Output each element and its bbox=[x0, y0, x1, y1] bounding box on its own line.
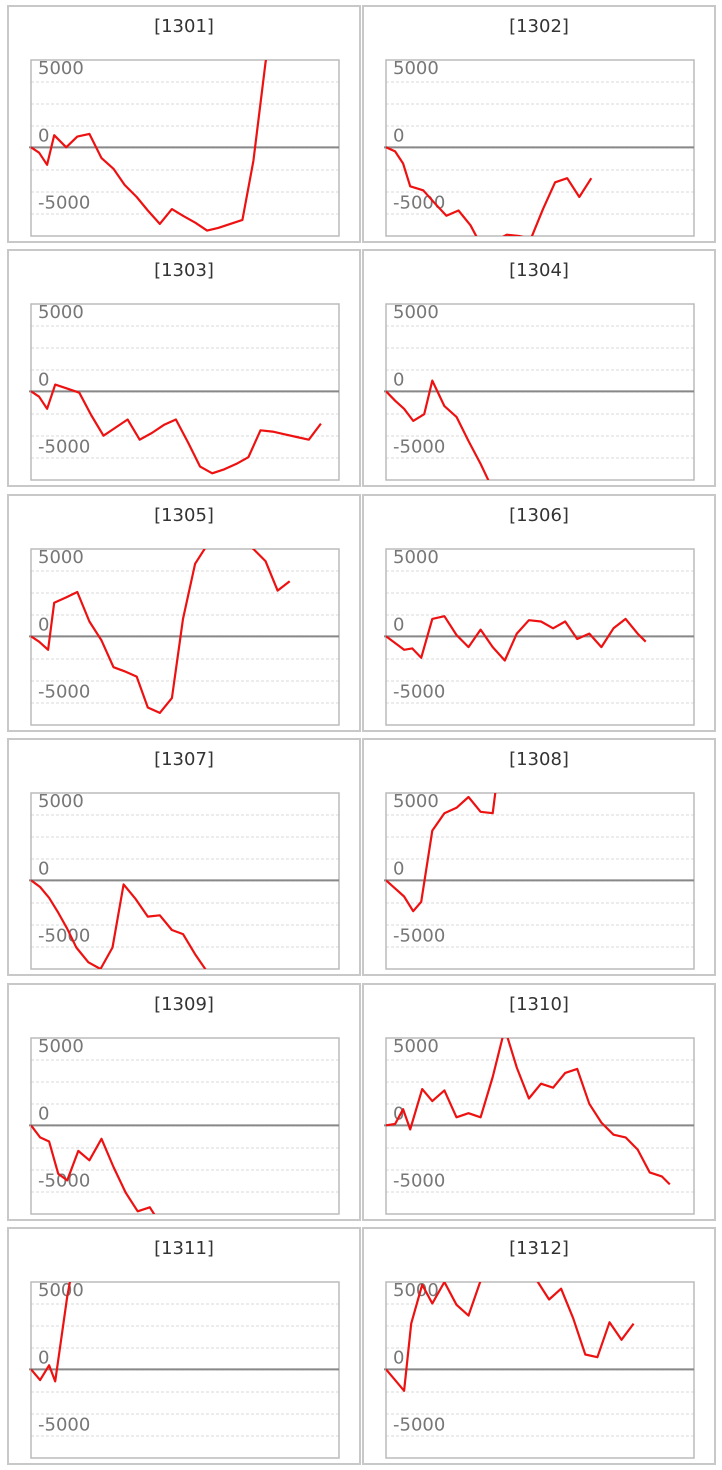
y-tick-label: 0 bbox=[393, 369, 404, 390]
chart-title: [1301] bbox=[154, 16, 214, 37]
y-tick-label: 5000 bbox=[393, 791, 439, 812]
series-line bbox=[386, 379, 490, 480]
chart-panel-1312: [1312] 5000 0 -5000 bbox=[362, 1227, 716, 1465]
y-tick-label: 0 bbox=[393, 858, 404, 879]
y-tick-label: -5000 bbox=[38, 193, 90, 214]
y-tick-label: 0 bbox=[393, 614, 404, 635]
y-tick-label: -5000 bbox=[393, 193, 445, 214]
gridlines bbox=[31, 814, 339, 948]
y-tick-label: 0 bbox=[38, 858, 49, 879]
y-tick-label: -5000 bbox=[393, 926, 445, 947]
chart-title: [1310] bbox=[509, 994, 569, 1015]
chart-panel-1302: [1302] 5000 0 -5000 bbox=[362, 5, 716, 243]
chart-title: [1306] bbox=[509, 505, 569, 526]
y-tick-label: -5000 bbox=[38, 926, 90, 947]
y-tick-label: 0 bbox=[393, 125, 404, 146]
plot-area: 5000 0 -5000 bbox=[29, 302, 340, 481]
plot-area: 5000 0 -5000 bbox=[29, 1036, 340, 1215]
series-line bbox=[31, 383, 322, 475]
y-tick-label: -5000 bbox=[38, 682, 90, 703]
chart-panel-1308: [1308] 5000 0 -5000 bbox=[362, 738, 716, 976]
y-tick-label: -5000 bbox=[393, 437, 445, 458]
plot-area: 5000 0 -5000 bbox=[384, 791, 695, 970]
chart-panel-1306: [1306] 5000 0 -5000 bbox=[362, 494, 716, 732]
series-line bbox=[386, 146, 593, 236]
plot-area: 5000 0 -5000 bbox=[384, 58, 695, 237]
chart-title: [1311] bbox=[154, 1238, 214, 1259]
series-line bbox=[386, 793, 497, 913]
chart-title: [1309] bbox=[154, 994, 214, 1015]
plot-area: 5000 0 -5000 bbox=[29, 791, 340, 970]
chart-panel-1301: [1301] 5000 0 -5000 bbox=[7, 5, 361, 243]
chart-title: [1304] bbox=[509, 260, 569, 281]
y-tick-label: -5000 bbox=[38, 1415, 90, 1436]
chart-panel-1310: [1310] 5000 0 -5000 bbox=[362, 983, 716, 1221]
y-tick-label: 0 bbox=[38, 369, 49, 390]
y-tick-label: 0 bbox=[38, 125, 49, 146]
series-line bbox=[386, 1038, 671, 1186]
chart-panel-1305: [1305] 5000 0 -5000 bbox=[7, 494, 361, 732]
chart-title: [1312] bbox=[509, 1238, 569, 1259]
plot-area: 5000 0 -5000 bbox=[384, 1280, 695, 1459]
chart-title: [1307] bbox=[154, 749, 214, 770]
y-tick-label: 0 bbox=[38, 614, 49, 635]
chart-title: [1303] bbox=[154, 260, 214, 281]
gridlines bbox=[386, 1303, 694, 1437]
y-tick-label: 0 bbox=[393, 1347, 404, 1368]
y-tick-label: 5000 bbox=[393, 1036, 439, 1057]
y-tick-label: 5000 bbox=[393, 58, 439, 79]
gridlines bbox=[386, 325, 694, 459]
gridlines bbox=[386, 570, 694, 704]
y-tick-label: 5000 bbox=[38, 1036, 84, 1057]
y-tick-label: 5000 bbox=[393, 547, 439, 568]
chart-title: [1308] bbox=[509, 749, 569, 770]
series-line bbox=[31, 549, 291, 714]
chart-panel-1309: [1309] 5000 0 -5000 bbox=[7, 983, 361, 1221]
plot-area: 5000 0 -5000 bbox=[384, 547, 695, 726]
y-tick-label: 5000 bbox=[38, 1280, 84, 1301]
plot-area: 5000 0 -5000 bbox=[384, 1036, 695, 1215]
chart-panel-1303: [1303] 5000 0 -5000 bbox=[7, 249, 361, 487]
series-line bbox=[31, 879, 207, 969]
y-tick-label: -5000 bbox=[393, 682, 445, 703]
y-tick-label: -5000 bbox=[38, 437, 90, 458]
series-line bbox=[31, 1124, 156, 1214]
y-tick-label: 5000 bbox=[393, 302, 439, 323]
y-tick-label: 5000 bbox=[38, 547, 84, 568]
series-line bbox=[31, 1282, 72, 1383]
chart-panel-1304: [1304] 5000 0 -5000 bbox=[362, 249, 716, 487]
chart-panel-1311: [1311] 5000 0 -5000 bbox=[7, 1227, 361, 1465]
plot-area: 5000 0 -5000 bbox=[29, 1280, 340, 1459]
series-line bbox=[386, 1282, 635, 1392]
y-tick-label: 5000 bbox=[38, 58, 84, 79]
chart-title: [1302] bbox=[509, 16, 569, 37]
y-tick-label: 0 bbox=[38, 1103, 49, 1124]
y-tick-label: 5000 bbox=[393, 1280, 439, 1301]
y-tick-label: 5000 bbox=[38, 791, 84, 812]
plot-area: 5000 0 -5000 bbox=[29, 58, 340, 237]
series-line bbox=[386, 615, 647, 662]
y-tick-label: -5000 bbox=[38, 1171, 90, 1192]
y-tick-label: 0 bbox=[38, 1347, 49, 1368]
y-tick-label: 0 bbox=[393, 1103, 404, 1124]
plot-area: 5000 0 -5000 bbox=[29, 547, 340, 726]
chart-panel-1307: [1307] 5000 0 -5000 bbox=[7, 738, 361, 976]
y-tick-label: -5000 bbox=[393, 1171, 445, 1192]
plot-area: 5000 0 -5000 bbox=[384, 302, 695, 481]
y-tick-label: 5000 bbox=[38, 302, 84, 323]
series-line bbox=[31, 60, 268, 232]
chart-title: [1305] bbox=[154, 505, 214, 526]
y-tick-label: -5000 bbox=[393, 1415, 445, 1436]
